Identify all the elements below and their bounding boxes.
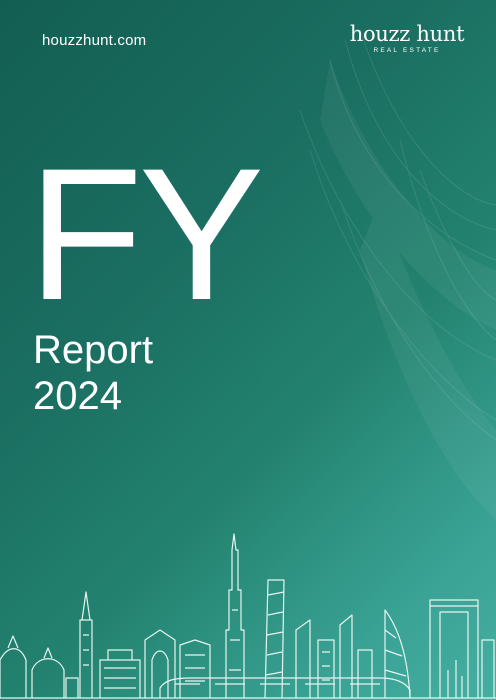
houzzhunt-logo: houzz hunt REAL ESTATE (336, 22, 478, 54)
subtitle-report: Report (33, 328, 154, 372)
website-url[interactable]: houzzhunt.com (42, 32, 147, 49)
cover-title: FY (28, 129, 264, 339)
cover-subtitle: Report 2024 (33, 327, 153, 419)
dubai-skyline-illustration (0, 533, 496, 699)
subtitle-year: 2024 (33, 374, 122, 418)
logo-name: houzz hunt (349, 22, 465, 46)
logo-tagline: REAL ESTATE (373, 47, 441, 54)
